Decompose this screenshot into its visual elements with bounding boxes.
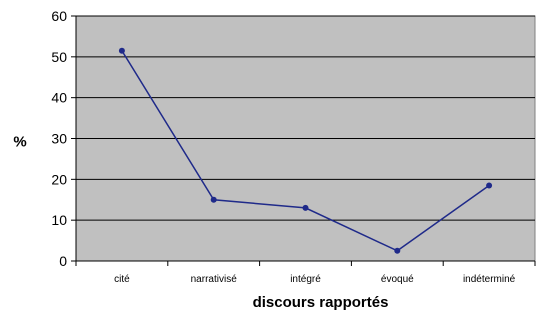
y-tick-label: 10 — [51, 212, 67, 228]
x-tick-label: narrativisé — [191, 274, 238, 285]
y-tick-label: 60 — [51, 8, 67, 24]
x-axis-label: discours rapportés — [253, 294, 389, 311]
y-axis-label: % — [13, 134, 26, 151]
x-axis-ticks: cité narrativisé intégré évoqué indéterminé — [75, 260, 536, 285]
data-point — [486, 182, 493, 189]
data-point — [394, 247, 401, 254]
series-group — [118, 47, 493, 254]
x-tick-label: intégré — [290, 274, 321, 285]
y-tick-label: 20 — [51, 171, 67, 187]
gridlines — [76, 15, 535, 221]
y-axis-ticks: 0 10 20 30 40 50 60 — [51, 8, 77, 269]
y-tick-label: 40 — [51, 90, 67, 106]
x-tick-label: cité — [114, 274, 130, 285]
y-tick-label: 50 — [51, 49, 67, 65]
y-tick-label: 0 — [59, 253, 67, 269]
data-point — [302, 204, 309, 211]
y-tick-label: 30 — [51, 131, 67, 147]
data-point — [118, 47, 125, 54]
x-tick-label: indéterminé — [463, 274, 516, 285]
data-point — [210, 196, 217, 203]
x-tick-label: évoqué — [381, 274, 414, 285]
